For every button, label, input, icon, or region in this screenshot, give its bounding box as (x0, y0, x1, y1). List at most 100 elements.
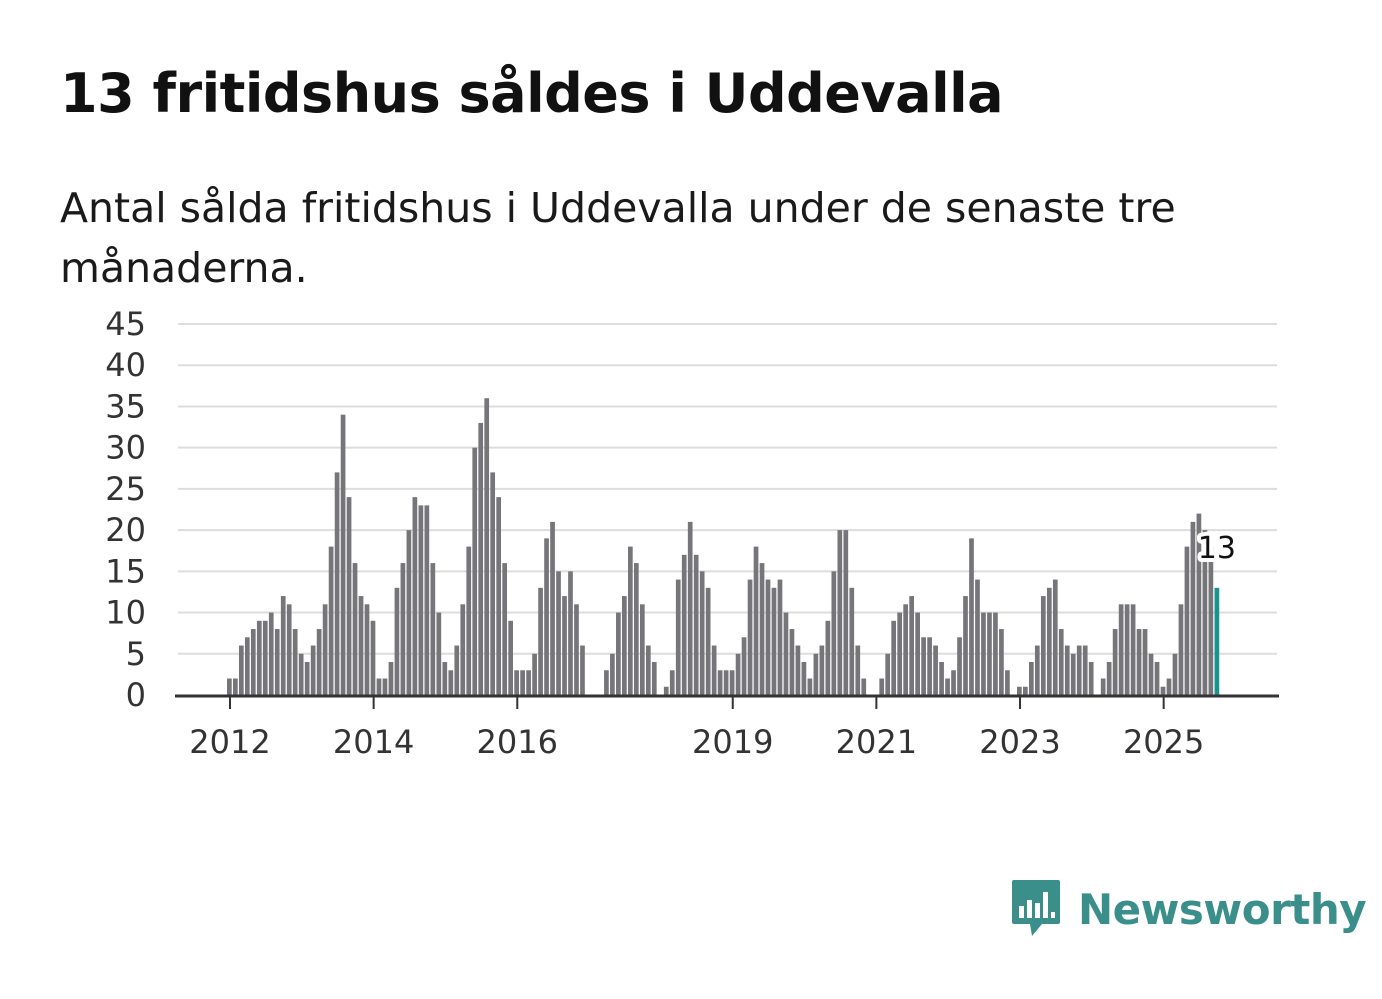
bar (460, 604, 466, 695)
bar (861, 678, 867, 695)
bar (735, 653, 741, 695)
bar (1100, 678, 1106, 695)
bar (663, 686, 669, 695)
bar (436, 612, 442, 695)
chart-subtitle: Antal sålda fritidshus i Uddevalla under… (60, 184, 1176, 292)
bar (831, 571, 837, 695)
bar (382, 678, 388, 695)
bar (1082, 645, 1088, 695)
bar (1064, 645, 1070, 695)
bar (610, 653, 615, 695)
bar (999, 629, 1004, 695)
bar (406, 530, 412, 695)
bar (604, 670, 609, 695)
bar (741, 637, 747, 695)
bar (813, 653, 819, 695)
bar (939, 662, 944, 695)
bar (651, 662, 657, 695)
bar (358, 596, 364, 695)
bar (556, 571, 561, 695)
bar (705, 587, 711, 695)
bar (915, 612, 920, 695)
bar (1076, 645, 1082, 695)
bar (669, 670, 675, 695)
x-tick-label: 2019 (692, 723, 773, 761)
bar (1112, 629, 1118, 695)
bar (292, 629, 298, 695)
bar (1040, 596, 1046, 695)
bar (514, 670, 519, 695)
bar (1106, 662, 1112, 695)
highlight-bar (1214, 587, 1220, 695)
bar (855, 645, 861, 695)
bar (975, 579, 980, 695)
bar (532, 653, 537, 695)
bar (574, 604, 579, 695)
bar (1088, 662, 1094, 695)
bar (687, 521, 693, 695)
bar (388, 662, 394, 695)
bar (969, 538, 974, 695)
bar (340, 414, 346, 695)
bar (675, 579, 681, 695)
x-tick-label: 2014 (333, 723, 414, 761)
bar (789, 629, 795, 695)
bar (1148, 653, 1154, 695)
bar (484, 398, 490, 695)
bar (1178, 604, 1184, 695)
bar (729, 670, 735, 695)
bar (1005, 670, 1010, 695)
bar (945, 678, 950, 695)
bar (580, 645, 585, 695)
bar (310, 645, 316, 695)
bar (1070, 653, 1076, 695)
bar (244, 637, 250, 695)
bar (628, 546, 633, 695)
bar (807, 678, 813, 695)
bar (777, 579, 783, 695)
bar (394, 587, 400, 695)
bar (478, 422, 484, 695)
bar (346, 497, 352, 695)
bar (921, 637, 926, 695)
bar (1166, 678, 1172, 695)
bar (520, 670, 525, 695)
x-tick-label: 2016 (477, 723, 558, 761)
bar (837, 530, 843, 695)
bar (717, 670, 723, 695)
bar (538, 587, 543, 695)
bar (562, 596, 567, 695)
bar (250, 629, 256, 695)
value-label: 13 (1198, 531, 1236, 566)
bar (795, 645, 801, 695)
brand-name: Newsworthy (1078, 884, 1367, 934)
bar (328, 546, 334, 695)
bar (1154, 662, 1160, 695)
bar (843, 530, 849, 695)
y-tick-label: 30 (105, 429, 146, 467)
bar (400, 563, 406, 695)
bar (993, 612, 998, 695)
newsworthy-bar-chart-icon (1012, 880, 1060, 936)
chart-title: 13 fritidshus såldes i Uddevalla (60, 62, 1004, 125)
bar (508, 620, 513, 695)
bar (622, 596, 627, 695)
bar (1028, 662, 1034, 695)
bar (316, 629, 322, 695)
bar (1202, 530, 1208, 695)
bar (1208, 546, 1214, 695)
y-tick-label: 25 (105, 470, 146, 508)
bar (765, 579, 771, 695)
bar (633, 563, 639, 695)
bar (723, 670, 729, 695)
annotations: 13 (1194, 527, 1240, 570)
bar (526, 670, 531, 695)
bar (364, 604, 370, 695)
bar (334, 472, 340, 695)
bar (1124, 604, 1130, 695)
bar (430, 563, 436, 695)
bar (448, 670, 454, 695)
bar (909, 596, 914, 695)
bar (286, 604, 292, 695)
